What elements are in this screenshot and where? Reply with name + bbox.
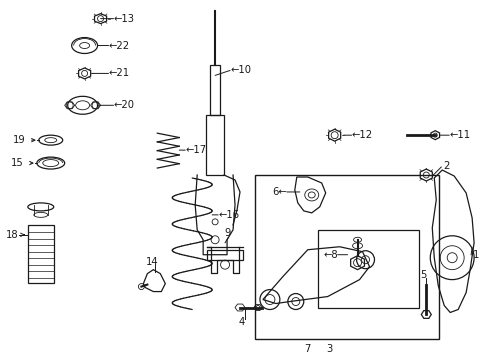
Text: 7: 7 — [304, 345, 310, 354]
Text: 2: 2 — [442, 161, 448, 171]
Text: 14: 14 — [146, 257, 158, 267]
Bar — [28, 225, 54, 283]
Text: 18: 18 — [6, 230, 19, 240]
Text: ←12: ←12 — [351, 130, 372, 140]
Text: 4: 4 — [239, 318, 244, 328]
Text: ←22: ←22 — [108, 41, 129, 50]
Text: ←11: ←11 — [448, 130, 469, 140]
Text: ←17: ←17 — [185, 145, 206, 155]
Text: 5: 5 — [419, 270, 426, 280]
Text: ←8: ←8 — [323, 250, 337, 260]
Text: ←21: ←21 — [108, 68, 129, 78]
Text: ←13: ←13 — [113, 14, 134, 24]
Text: 19: 19 — [13, 135, 25, 145]
Bar — [210, 66, 220, 115]
Text: 15: 15 — [11, 158, 23, 168]
Text: 9: 9 — [224, 228, 230, 238]
Text: ←16: ←16 — [218, 210, 239, 220]
Bar — [207, 250, 243, 260]
Bar — [254, 175, 438, 339]
Bar — [317, 230, 419, 307]
Text: 1: 1 — [472, 250, 479, 260]
Bar — [206, 115, 224, 175]
Text: ←20: ←20 — [113, 100, 134, 110]
Text: ←10: ←10 — [229, 66, 250, 76]
Text: 3: 3 — [326, 345, 332, 354]
Text: 6←: 6← — [271, 187, 286, 197]
